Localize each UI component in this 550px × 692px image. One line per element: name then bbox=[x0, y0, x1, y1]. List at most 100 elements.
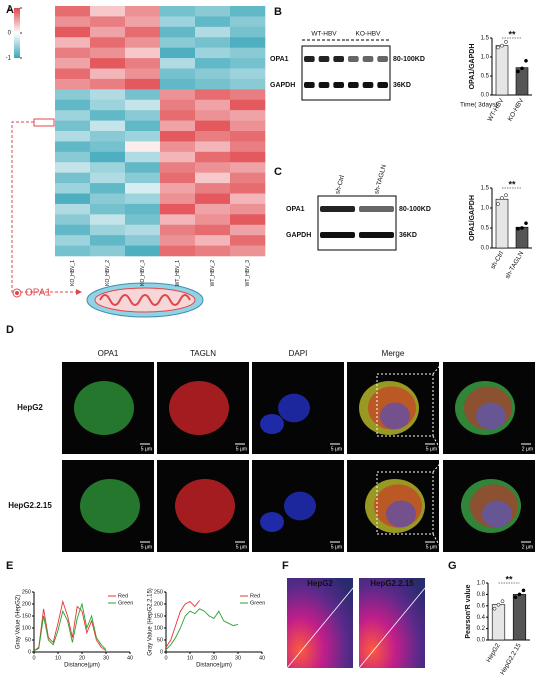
y-axis-title: Gray Value (HepG2.2.15) bbox=[148, 588, 154, 656]
image-title: HepG2 bbox=[307, 579, 333, 588]
bar bbox=[495, 198, 509, 249]
band bbox=[348, 82, 359, 88]
scale-bar-label: 5 μm bbox=[141, 544, 152, 550]
band-label: OPA1 bbox=[270, 56, 289, 63]
y-tick-label: 0.6 bbox=[477, 603, 486, 609]
series-line bbox=[165, 600, 200, 648]
dot bbox=[15, 291, 19, 295]
band bbox=[333, 56, 344, 62]
heatmap-cell bbox=[125, 68, 161, 80]
size-label: 80-100KD bbox=[399, 206, 431, 213]
data-point bbox=[521, 588, 526, 593]
cell-signal bbox=[260, 414, 284, 434]
band bbox=[377, 56, 388, 62]
data-point bbox=[496, 602, 501, 607]
x-tick-label: sh-Ctrl bbox=[490, 250, 506, 271]
column-header: Merge bbox=[382, 349, 405, 358]
band bbox=[362, 82, 374, 88]
bar bbox=[495, 45, 509, 96]
heatmap-cell bbox=[160, 183, 196, 194]
cell-signal bbox=[476, 402, 506, 430]
x-tick-label: WT-HBV bbox=[487, 97, 506, 123]
scale-bar-label: 2 μm bbox=[522, 446, 533, 452]
y-tick-label: 0 bbox=[28, 649, 31, 655]
heatmap-cell bbox=[90, 120, 126, 132]
y-tick-label: 150 bbox=[22, 613, 31, 619]
heatmap-cell bbox=[125, 131, 161, 142]
panel-label: D bbox=[6, 324, 14, 336]
heatmap-cell bbox=[230, 68, 266, 80]
series-line bbox=[165, 608, 239, 650]
band-label: GAPDH bbox=[286, 232, 311, 239]
cell-signal bbox=[386, 500, 416, 528]
y-tick-label: 0.5 bbox=[481, 226, 490, 232]
heatmap-cell bbox=[160, 131, 196, 142]
group-label: sh-TAGLN bbox=[373, 164, 388, 195]
significance: ** bbox=[508, 179, 516, 189]
callout-label: OPA1 bbox=[25, 288, 51, 299]
heatmap-cell bbox=[230, 151, 266, 163]
y-tick-label: 0.2 bbox=[477, 626, 486, 632]
heatmap-cell bbox=[55, 131, 91, 142]
x-tick-label: 10 bbox=[55, 655, 61, 661]
band bbox=[362, 56, 374, 62]
y-tick-label: 250 bbox=[154, 589, 163, 595]
scatter-image bbox=[359, 578, 425, 668]
legend-label: -1 bbox=[6, 56, 12, 62]
data-point bbox=[496, 202, 500, 206]
heatmap-cell bbox=[55, 16, 91, 28]
highlight-box bbox=[33, 118, 55, 127]
scale-bar-label: 5 μm bbox=[426, 544, 437, 550]
legend-gradient bbox=[14, 8, 20, 58]
heatmap-cell bbox=[55, 89, 91, 101]
band bbox=[320, 232, 355, 238]
column-label: KO_HBV_2 bbox=[105, 260, 111, 286]
heatmap-cell bbox=[195, 224, 231, 236]
heatmap-cell bbox=[125, 16, 161, 28]
cell-signal bbox=[380, 402, 410, 430]
size-label: 36KD bbox=[393, 82, 411, 89]
series-line bbox=[33, 602, 107, 652]
heatmap-cell bbox=[55, 47, 91, 59]
heatmap-cell bbox=[195, 16, 231, 28]
heatmap-cell bbox=[55, 151, 91, 163]
band bbox=[377, 82, 388, 88]
y-tick-label: 200 bbox=[154, 601, 163, 607]
heatmap-cell bbox=[55, 37, 91, 48]
heatmap-cell bbox=[125, 78, 161, 90]
heatmap-cell bbox=[90, 99, 126, 111]
legend-label: 1 bbox=[8, 6, 12, 12]
heatmap-cell bbox=[230, 131, 266, 142]
heatmap-cell bbox=[160, 37, 196, 48]
heatmap-cell bbox=[230, 26, 266, 38]
heatmap-cell bbox=[195, 68, 231, 80]
heatmap-cell bbox=[230, 89, 266, 101]
heatmap-cell bbox=[125, 172, 161, 184]
heatmap-cell bbox=[230, 214, 266, 226]
row-header: HepG2 bbox=[17, 403, 43, 412]
blot-frame bbox=[317, 195, 397, 251]
heatmap-cell bbox=[125, 26, 161, 38]
y-tick-label: 100 bbox=[22, 625, 31, 631]
heatmap-cell bbox=[125, 120, 161, 132]
heatmap-cell bbox=[195, 6, 231, 17]
band bbox=[348, 56, 359, 62]
heatmap-cell bbox=[90, 224, 126, 236]
cell-signal bbox=[175, 479, 235, 533]
y-tick-label: 0.0 bbox=[481, 246, 490, 252]
data-point bbox=[500, 599, 505, 604]
band-label: GAPDH bbox=[270, 82, 295, 89]
column-header: DAPI bbox=[289, 349, 308, 358]
scale-bar-label: 5 μm bbox=[426, 446, 437, 452]
heatmap-cell bbox=[160, 245, 196, 257]
heatmap-cell bbox=[90, 214, 126, 226]
heatmap-cell bbox=[90, 131, 126, 142]
heatmap-cell bbox=[90, 68, 126, 80]
zoom-box bbox=[376, 471, 434, 535]
heatmap-cell bbox=[230, 58, 266, 69]
size-label: 80-100KD bbox=[393, 56, 425, 63]
heatmap-cell bbox=[55, 26, 91, 38]
heatmap-cell bbox=[230, 78, 266, 90]
heatmap-cell bbox=[160, 120, 196, 132]
